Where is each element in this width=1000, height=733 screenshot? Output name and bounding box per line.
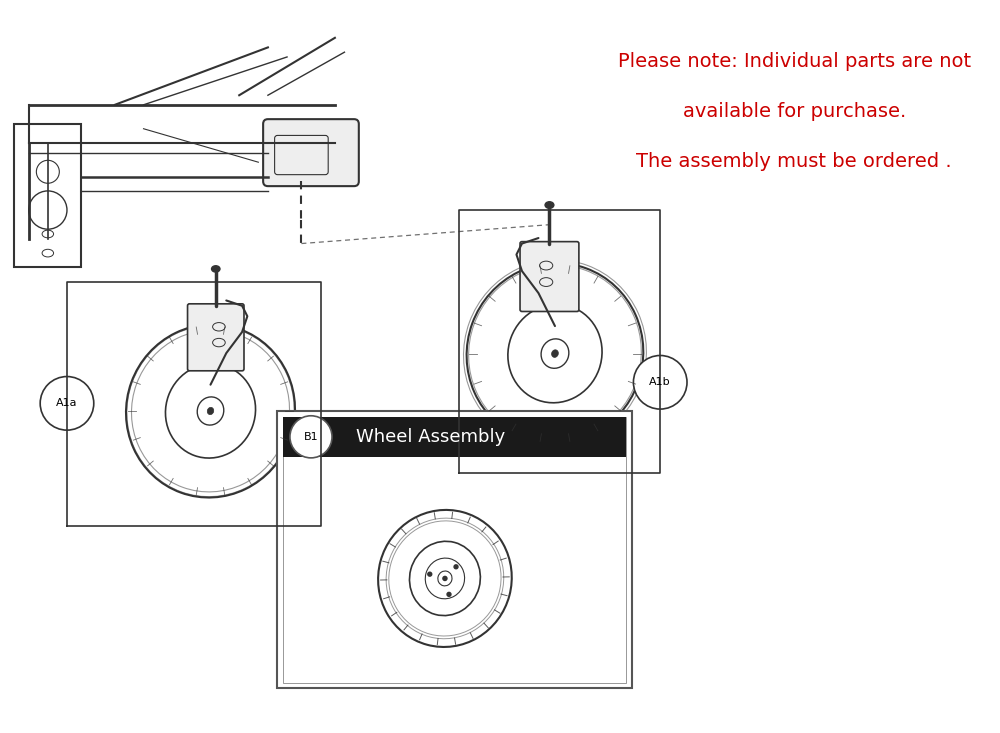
Ellipse shape <box>425 558 465 599</box>
FancyBboxPatch shape <box>283 417 626 457</box>
Circle shape <box>290 416 332 458</box>
Ellipse shape <box>442 575 448 581</box>
Ellipse shape <box>438 571 452 586</box>
Ellipse shape <box>545 202 554 208</box>
Ellipse shape <box>197 397 224 425</box>
Ellipse shape <box>212 266 220 272</box>
Text: Please note: Individual parts are not: Please note: Individual parts are not <box>618 52 971 71</box>
Ellipse shape <box>165 364 256 458</box>
Text: available for purchase.: available for purchase. <box>683 102 906 121</box>
FancyBboxPatch shape <box>520 242 579 312</box>
Ellipse shape <box>508 304 602 403</box>
Ellipse shape <box>454 565 458 569</box>
Text: A1a: A1a <box>56 398 78 408</box>
Circle shape <box>40 377 94 430</box>
Ellipse shape <box>428 572 432 576</box>
FancyBboxPatch shape <box>188 303 244 371</box>
Text: B1: B1 <box>304 432 318 442</box>
Text: The assembly must be ordered .: The assembly must be ordered . <box>636 152 952 171</box>
FancyBboxPatch shape <box>277 411 632 688</box>
Ellipse shape <box>409 541 480 616</box>
Text: A1b: A1b <box>649 377 671 387</box>
FancyBboxPatch shape <box>263 119 359 186</box>
Circle shape <box>633 356 687 409</box>
Ellipse shape <box>541 339 569 368</box>
Text: Wheel Assembly: Wheel Assembly <box>356 428 505 446</box>
Ellipse shape <box>447 592 451 597</box>
Ellipse shape <box>552 350 558 358</box>
Ellipse shape <box>207 408 214 415</box>
